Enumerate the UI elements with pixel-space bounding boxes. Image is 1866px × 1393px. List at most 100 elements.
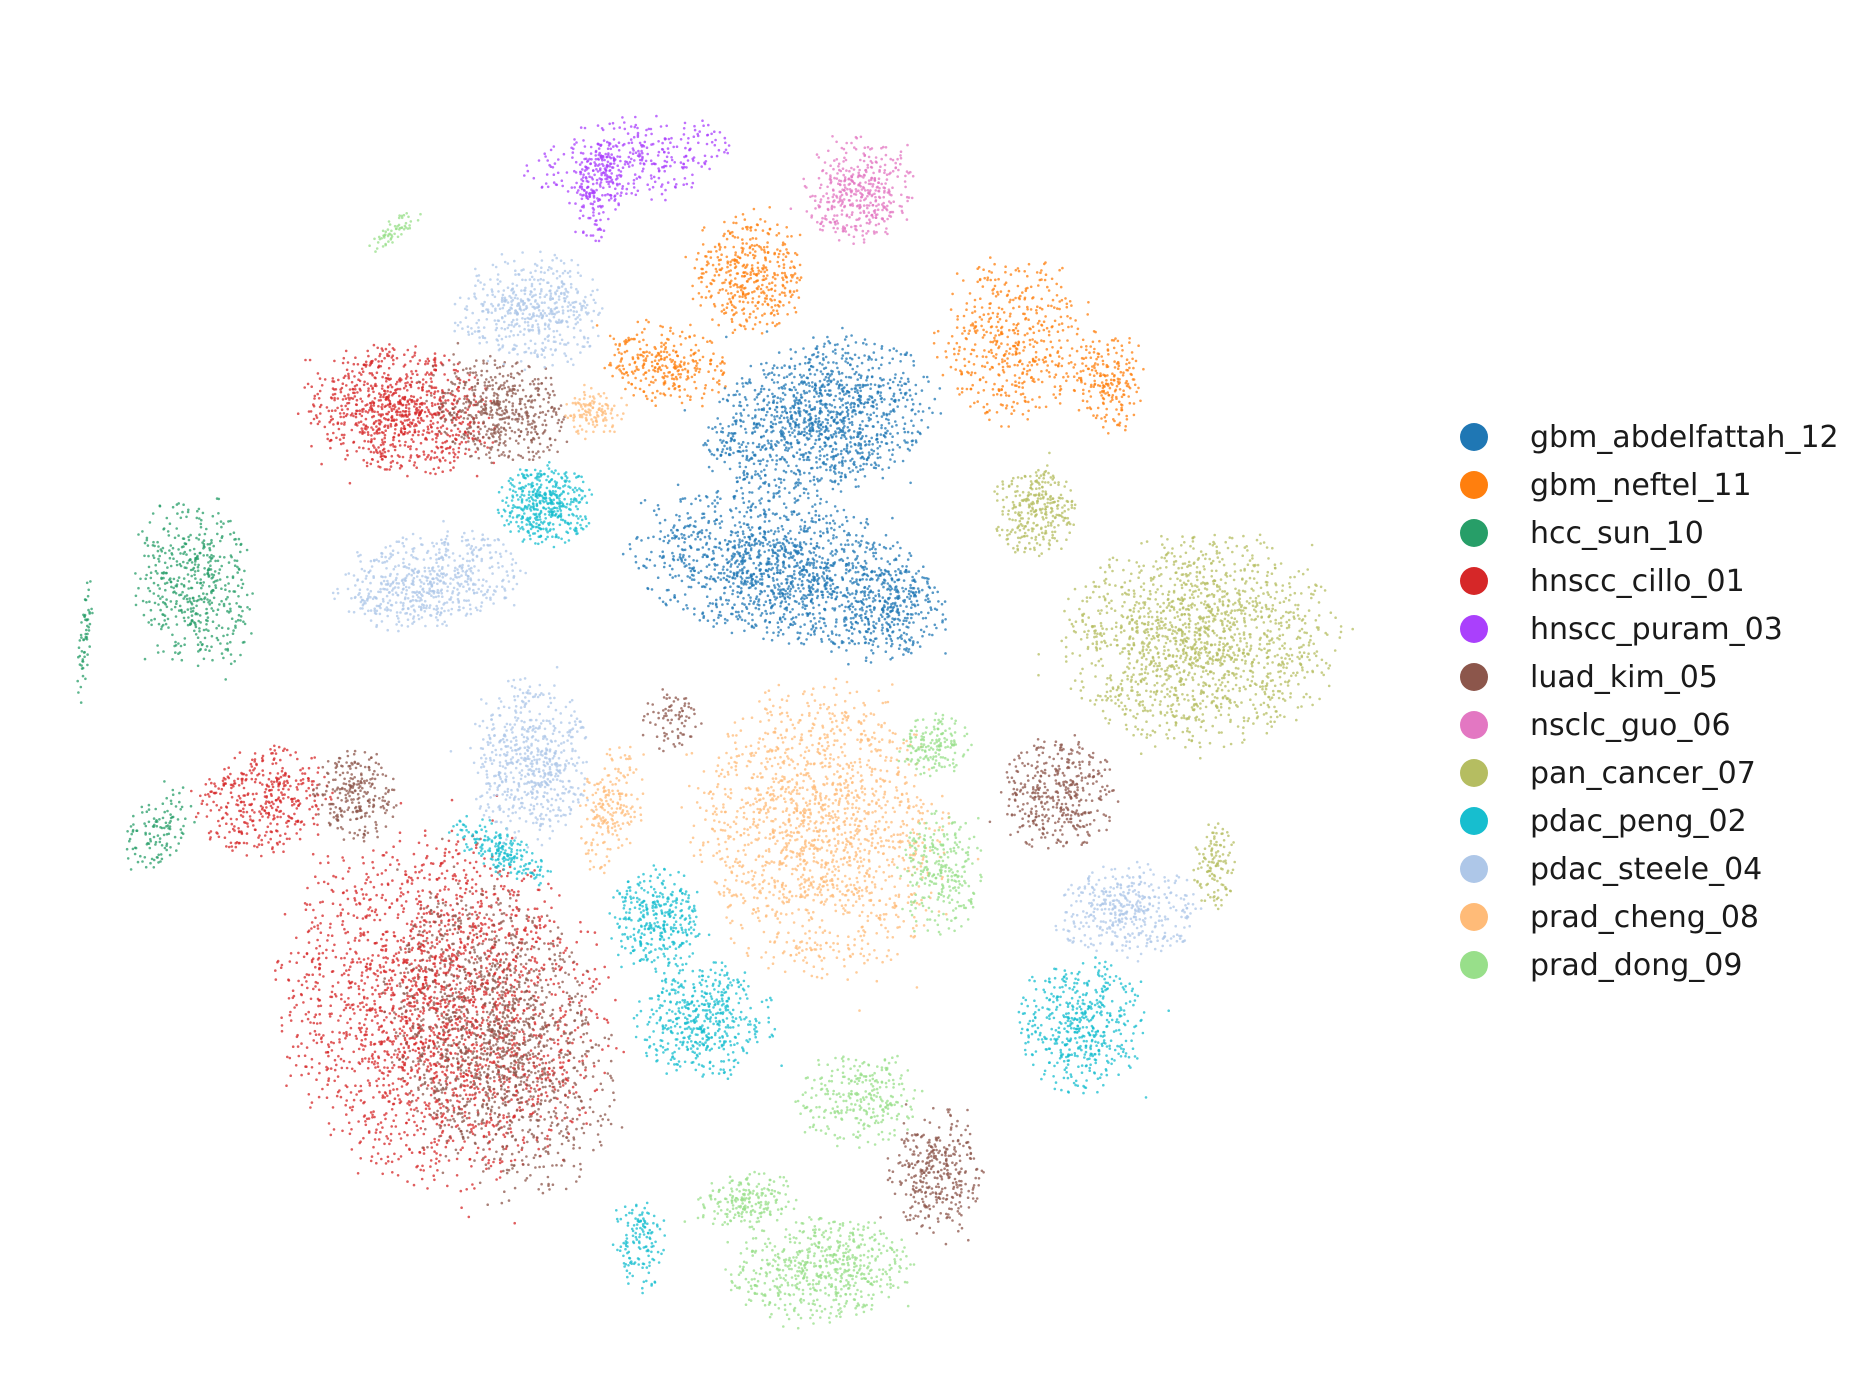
data-point bbox=[902, 590, 905, 593]
data-point bbox=[711, 549, 715, 553]
data-point bbox=[218, 578, 222, 581]
data-point bbox=[684, 337, 687, 340]
data-point bbox=[762, 434, 765, 438]
data-point bbox=[157, 557, 160, 561]
data-point bbox=[1070, 347, 1074, 350]
data-point bbox=[212, 573, 216, 577]
data-point bbox=[748, 556, 751, 560]
data-point bbox=[780, 582, 783, 585]
data-point bbox=[884, 432, 888, 435]
data-point bbox=[794, 350, 797, 354]
data-point bbox=[879, 456, 882, 459]
data-point bbox=[680, 330, 684, 334]
data-point bbox=[988, 302, 991, 306]
data-point bbox=[832, 534, 835, 537]
data-point bbox=[1106, 343, 1109, 347]
data-point bbox=[961, 332, 964, 335]
data-point bbox=[772, 401, 775, 404]
data-point bbox=[908, 449, 911, 452]
data-point bbox=[822, 517, 825, 521]
data-point bbox=[999, 290, 1003, 293]
data-point bbox=[149, 861, 152, 865]
data-point bbox=[782, 560, 785, 563]
data-point bbox=[815, 572, 819, 576]
data-point bbox=[880, 557, 883, 560]
data-point bbox=[692, 559, 695, 562]
data-point bbox=[188, 597, 191, 600]
data-point bbox=[797, 587, 800, 590]
data-point bbox=[1005, 362, 1009, 365]
data-point bbox=[865, 517, 869, 521]
data-point bbox=[837, 386, 840, 390]
data-point bbox=[741, 567, 744, 571]
data-point bbox=[762, 398, 766, 401]
data-point bbox=[738, 476, 742, 479]
data-point bbox=[768, 206, 771, 209]
data-point bbox=[742, 553, 745, 556]
data-point bbox=[1125, 358, 1129, 362]
data-point bbox=[732, 416, 735, 419]
data-point bbox=[768, 620, 772, 624]
data-point bbox=[178, 800, 181, 804]
data-point bbox=[693, 373, 696, 377]
data-point bbox=[747, 586, 751, 590]
data-point bbox=[789, 610, 792, 614]
data-point bbox=[1106, 391, 1109, 394]
data-point bbox=[790, 513, 794, 516]
data-point bbox=[653, 366, 657, 370]
data-point bbox=[702, 512, 706, 516]
data-point bbox=[860, 619, 864, 622]
data-point bbox=[851, 469, 855, 472]
data-point bbox=[809, 542, 813, 546]
data-point bbox=[1107, 384, 1110, 387]
data-point bbox=[1096, 406, 1100, 410]
data-point bbox=[738, 554, 742, 557]
data-point bbox=[662, 376, 666, 380]
data-point bbox=[887, 570, 890, 573]
data-point bbox=[1021, 362, 1024, 366]
data-point bbox=[699, 304, 702, 307]
data-point bbox=[848, 394, 851, 398]
data-point bbox=[707, 448, 711, 452]
data-point bbox=[781, 455, 784, 459]
data-point bbox=[1080, 345, 1083, 349]
data-point bbox=[762, 369, 765, 372]
data-point bbox=[823, 561, 827, 565]
data-point bbox=[872, 608, 876, 611]
data-point bbox=[205, 607, 208, 611]
data-point bbox=[729, 285, 732, 289]
data-point bbox=[862, 598, 865, 601]
data-point bbox=[800, 375, 803, 379]
data-point bbox=[770, 281, 774, 285]
data-point bbox=[789, 551, 793, 554]
data-point bbox=[1004, 270, 1007, 274]
data-point bbox=[985, 355, 988, 359]
data-point bbox=[169, 846, 172, 849]
data-point bbox=[197, 538, 201, 541]
data-point bbox=[713, 562, 716, 566]
data-point bbox=[220, 564, 223, 568]
data-point bbox=[762, 572, 766, 575]
data-point bbox=[773, 313, 776, 317]
data-point bbox=[974, 325, 978, 328]
data-point bbox=[208, 603, 212, 606]
data-point bbox=[742, 449, 745, 453]
data-point bbox=[799, 590, 802, 593]
data-point bbox=[171, 658, 174, 661]
data-point bbox=[736, 236, 740, 239]
data-point bbox=[715, 598, 718, 602]
cluster-gbm_abdelfattah_12 bbox=[676, 326, 943, 506]
data-point bbox=[608, 334, 612, 338]
data-point bbox=[976, 280, 979, 284]
data-point bbox=[853, 460, 856, 464]
data-point bbox=[736, 530, 740, 534]
data-point bbox=[700, 529, 704, 532]
data-point bbox=[896, 541, 899, 544]
data-point bbox=[777, 264, 781, 268]
data-point bbox=[235, 602, 238, 605]
data-point bbox=[773, 373, 776, 377]
data-point bbox=[736, 617, 740, 621]
data-point bbox=[838, 634, 841, 637]
data-point bbox=[973, 343, 977, 346]
data-point bbox=[823, 441, 826, 444]
